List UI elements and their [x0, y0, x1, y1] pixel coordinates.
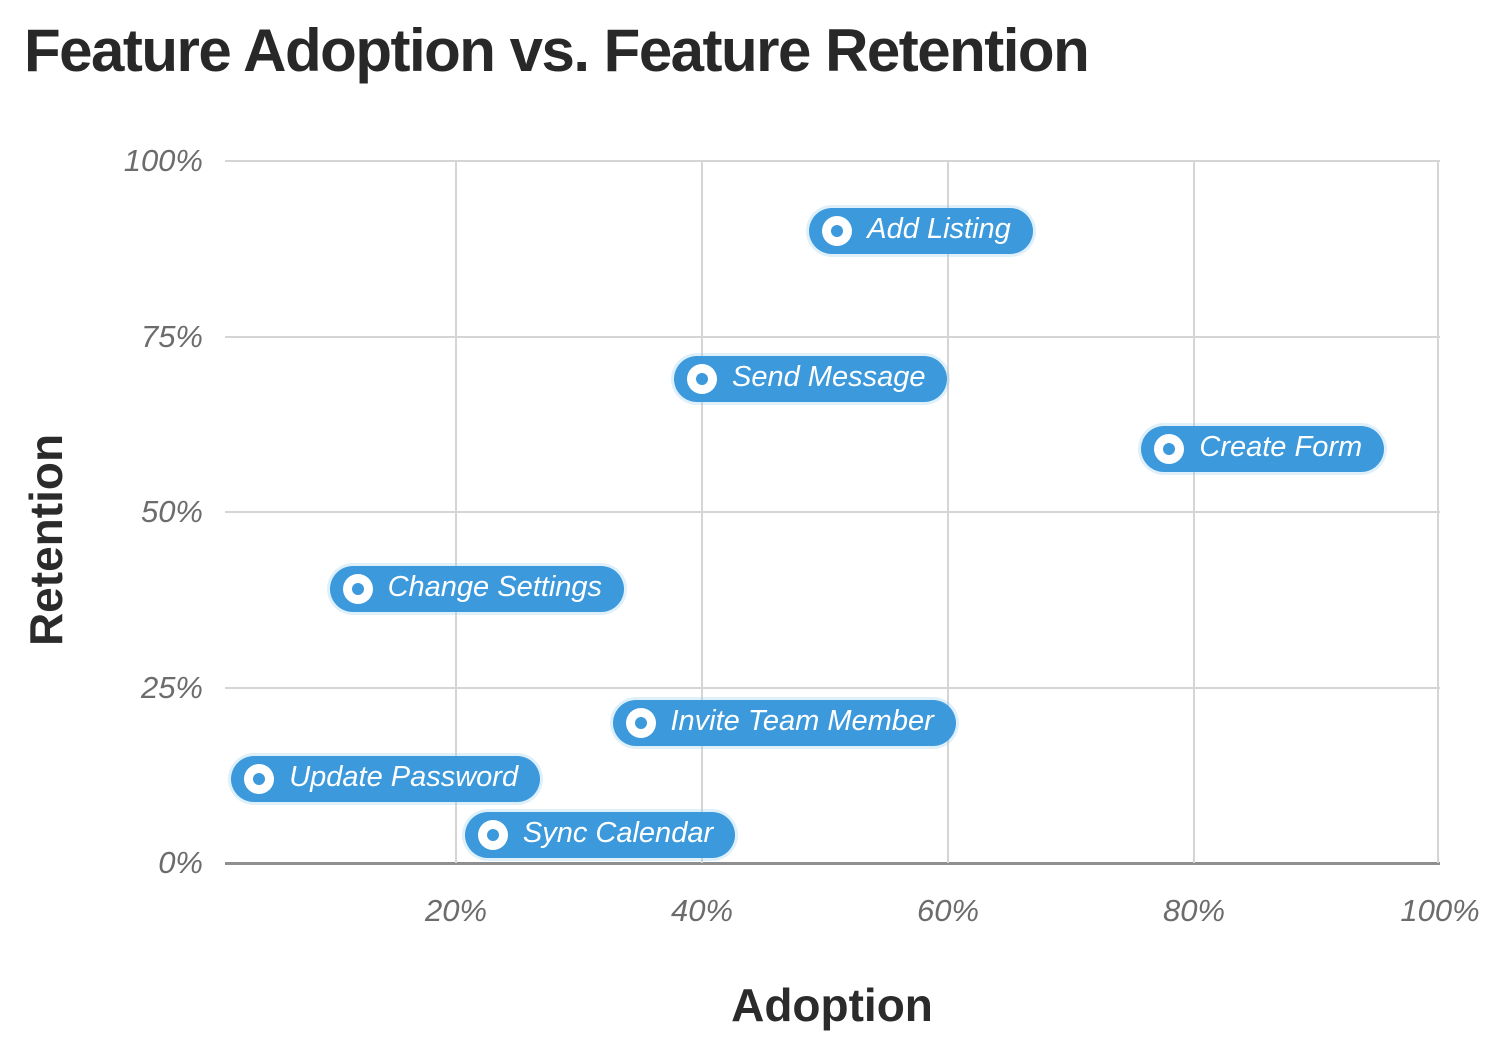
- marker-hole: [351, 583, 364, 596]
- data-point-label: Create Form: [1199, 430, 1363, 463]
- data-point-pill: Change Settings: [329, 566, 625, 613]
- gridline-h-25: [225, 686, 1440, 689]
- data-point-pill: Create Form: [1141, 425, 1385, 472]
- y-tick-label-25: 25%: [140, 669, 203, 705]
- data-point-label: Update Password: [289, 760, 519, 793]
- data-point-label: Change Settings: [387, 571, 603, 604]
- data-point-marker-icon: [244, 763, 275, 794]
- data-point-marker-icon: [477, 819, 508, 850]
- x-tick-label-20: 20%: [424, 893, 488, 928]
- gridline-h-100: [225, 160, 1440, 162]
- marker-hole: [831, 225, 844, 238]
- data-point-pill: Update Password: [231, 755, 541, 802]
- data-point-marker-icon: [342, 574, 373, 605]
- chart-title: Feature Adoption vs. Feature Retention: [24, 17, 1090, 84]
- x-tick-label-100: 100%: [1400, 893, 1480, 928]
- data-point-label: Invite Team Member: [670, 704, 934, 737]
- marker-hole: [696, 372, 708, 385]
- data-point-pill: Invite Team Member: [612, 699, 956, 746]
- marker-hole: [1163, 442, 1176, 455]
- data-point-marker-icon: [687, 363, 717, 394]
- gridline-v-20: [455, 161, 457, 863]
- y-axis-title: Retention: [20, 433, 72, 647]
- x-tick-label-40: 40%: [670, 893, 734, 928]
- x-tick-label-60: 60%: [916, 893, 980, 928]
- gridline-v-100: [1437, 161, 1439, 863]
- data-point-pill: Sync Calendar: [464, 811, 736, 858]
- marker-hole: [634, 716, 647, 729]
- data-point-label: Sync Calendar: [522, 816, 714, 849]
- x-axis-line: [225, 862, 1440, 865]
- data-point-marker-icon: [1154, 433, 1185, 464]
- gridline-v-80: [1193, 161, 1195, 863]
- x-axis-title: Adoption: [731, 979, 933, 1031]
- y-tick-label-0: 0%: [158, 845, 203, 880]
- x-tick-label-80: 80%: [1162, 893, 1226, 928]
- gridline-h-75: [225, 335, 1440, 338]
- y-tick-label-100: 100%: [123, 143, 203, 178]
- marker-hole: [253, 772, 266, 785]
- y-tick-label-75: 75%: [140, 318, 203, 354]
- y-tick-label-50: 50%: [140, 494, 203, 529]
- gridline-v-60: [947, 161, 949, 863]
- data-point-pill: Send Message: [674, 355, 948, 402]
- data-point-marker-icon: [822, 216, 853, 247]
- plot-area: Add Listing Send Message Create Form Change…: [225, 160, 1440, 865]
- data-point-marker-icon: [625, 707, 656, 738]
- data-point-label: Send Message: [732, 360, 926, 393]
- data-point-pill: Add Listing: [809, 208, 1033, 255]
- gridline-h-50: [225, 511, 1440, 513]
- gridline-v-40: [701, 161, 703, 863]
- marker-hole: [486, 828, 499, 841]
- data-point-label: Add Listing: [867, 213, 1011, 246]
